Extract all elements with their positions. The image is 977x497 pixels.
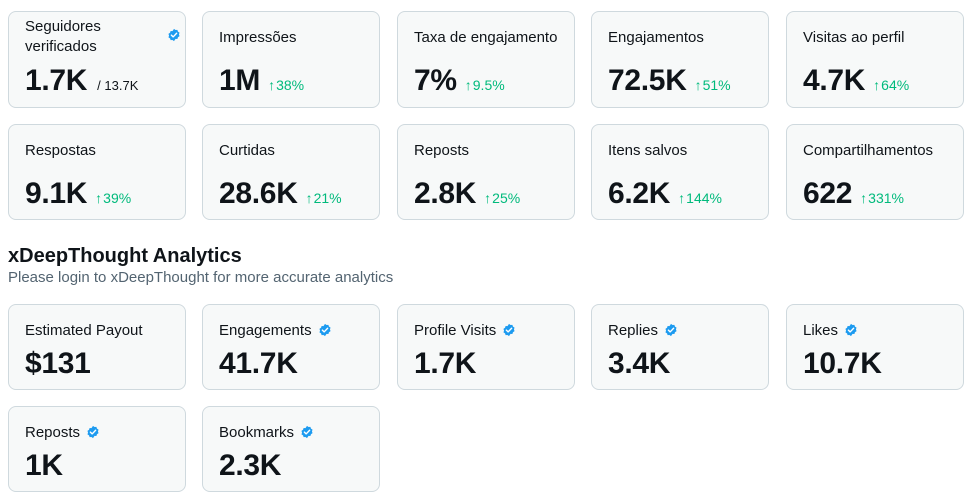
metric-label: Estimated Payout (25, 322, 143, 339)
metric-card-verified-followers: Seguidores verificados 1.7K / 13.7K (8, 11, 186, 108)
metric-card-estimated-payout: Estimated Payout $131 (8, 304, 186, 390)
metric-label: Seguidores verificados (25, 18, 101, 55)
verified-badge-icon (167, 28, 181, 47)
delta-value: 144% (686, 190, 722, 206)
metric-delta: ↑51% (695, 77, 731, 93)
metric-card-shares: Compartilhamentos 622 ↑331% (786, 124, 964, 220)
delta-value: 39% (103, 190, 132, 206)
metric-label: Reposts (25, 423, 177, 445)
verified-badge-icon (502, 323, 516, 343)
metric-label: Impressões (219, 29, 297, 46)
metric-value: 2.3K (219, 449, 282, 482)
metric-value: 10.7K (803, 347, 882, 380)
metric-value: 28.6K (219, 177, 298, 210)
metric-card-impressions: Impressões 1M ↑38% (202, 11, 380, 108)
metric-card-engagement-rate: Taxa de engajamento 7% ↑9.5% (397, 11, 575, 108)
metric-value: 2.8K (414, 177, 477, 210)
arrow-up-icon: ↑ (305, 190, 313, 206)
metric-card-reposts: Reposts 2.8K ↑25% (397, 124, 575, 220)
metric-value: $131 (25, 347, 91, 380)
metric-delta: ↑64% (873, 77, 909, 93)
arrow-up-icon: ↑ (873, 77, 881, 93)
verified-badge-icon (318, 323, 332, 343)
metric-label: Taxa de engajamento (414, 29, 558, 46)
metric-value: 1.7K (414, 347, 477, 380)
metric-card-reposts-xdt: Reposts 1K (8, 406, 186, 492)
metric-value: 1K (25, 449, 63, 482)
arrow-up-icon: ↑ (694, 77, 702, 93)
arrow-up-icon: ↑ (484, 190, 492, 206)
metric-label-text: Replies (608, 322, 659, 339)
metric-label: Bookmarks (219, 423, 371, 445)
metric-label-text: Likes (803, 322, 839, 339)
metric-card-bookmarks-xdt: Bookmarks 2.3K (202, 406, 380, 492)
metric-card-replies: Respostas 9.1K ↑39% (8, 124, 186, 220)
metric-value: 1.7K (25, 64, 88, 97)
verified-badge-icon (664, 323, 678, 343)
section-title: xDeepThought Analytics (8, 245, 242, 267)
metric-card-saved-items: Itens salvos 6.2K ↑144% (591, 124, 769, 220)
metric-value: 6.2K (608, 177, 671, 210)
metric-card-likes: Curtidas 28.6K ↑21% (202, 124, 380, 220)
metric-label-text: Reposts (25, 424, 81, 441)
verified-badge-icon (844, 323, 858, 343)
metric-label: Profile Visits (414, 321, 566, 343)
metric-label: Likes (803, 321, 955, 343)
metric-label: Curtidas (219, 142, 275, 159)
metric-card-engagements: Engajamentos 72.5K ↑51% (591, 11, 769, 108)
section-subtitle: Please login to xDeepThought for more ac… (8, 269, 394, 286)
metric-delta: ↑39% (95, 190, 131, 206)
metric-value: 41.7K (219, 347, 298, 380)
verified-badge-icon (86, 425, 100, 445)
metric-label: Engajamentos (608, 29, 704, 46)
metric-label-text: Bookmarks (219, 424, 295, 441)
arrow-up-icon: ↑ (95, 190, 103, 206)
metric-label: Itens salvos (608, 142, 688, 159)
metric-value: 1M (219, 64, 261, 97)
arrow-up-icon: ↑ (464, 77, 472, 93)
metric-delta: ↑38% (268, 77, 304, 93)
delta-value: 21% (313, 190, 342, 206)
metric-label-text: Engagements (219, 322, 312, 339)
metric-value: 3.4K (608, 347, 671, 380)
metric-value: 622 (803, 177, 853, 210)
delta-value: 64% (881, 77, 910, 93)
metric-label: Compartilhamentos (803, 142, 934, 159)
delta-value: 9.5% (472, 77, 505, 93)
metric-label: Replies (608, 321, 760, 343)
arrow-up-icon: ↑ (678, 190, 686, 206)
metric-delta: ↑331% (860, 190, 904, 206)
metric-delta: ↑25% (484, 190, 520, 206)
metric-label: Respostas (25, 142, 96, 159)
metric-value: 72.5K (608, 64, 687, 97)
metric-value: 9.1K (25, 177, 88, 210)
verified-badge-icon (300, 425, 314, 445)
arrow-up-icon: ↑ (268, 77, 276, 93)
metric-card-replies-xdt: Replies 3.4K (591, 304, 769, 390)
metric-card-likes-xdt: Likes 10.7K (786, 304, 964, 390)
metric-label: Engagements (219, 321, 371, 343)
metric-label: Reposts (414, 142, 470, 159)
delta-value: 331% (868, 190, 904, 206)
metric-card-engagements-xdt: Engagements 41.7K (202, 304, 380, 390)
metric-card-profile-visits-xdt: Profile Visits 1.7K (397, 304, 575, 390)
delta-value: 38% (276, 77, 305, 93)
metric-total: / 13.7K (97, 78, 139, 93)
metric-value: 7% (414, 64, 457, 97)
metric-card-profile-visits: Visitas ao perfil 4.7K ↑64% (786, 11, 964, 108)
metric-value: 4.7K (803, 64, 866, 97)
metric-label: Visitas ao perfil (803, 29, 905, 46)
metric-label-text: Profile Visits (414, 322, 497, 339)
delta-value: 25% (492, 190, 521, 206)
delta-value: 51% (702, 77, 731, 93)
arrow-up-icon: ↑ (860, 190, 868, 206)
metric-delta: ↑144% (678, 190, 722, 206)
metric-delta: ↑9.5% (465, 77, 505, 93)
metric-delta: ↑21% (306, 190, 342, 206)
